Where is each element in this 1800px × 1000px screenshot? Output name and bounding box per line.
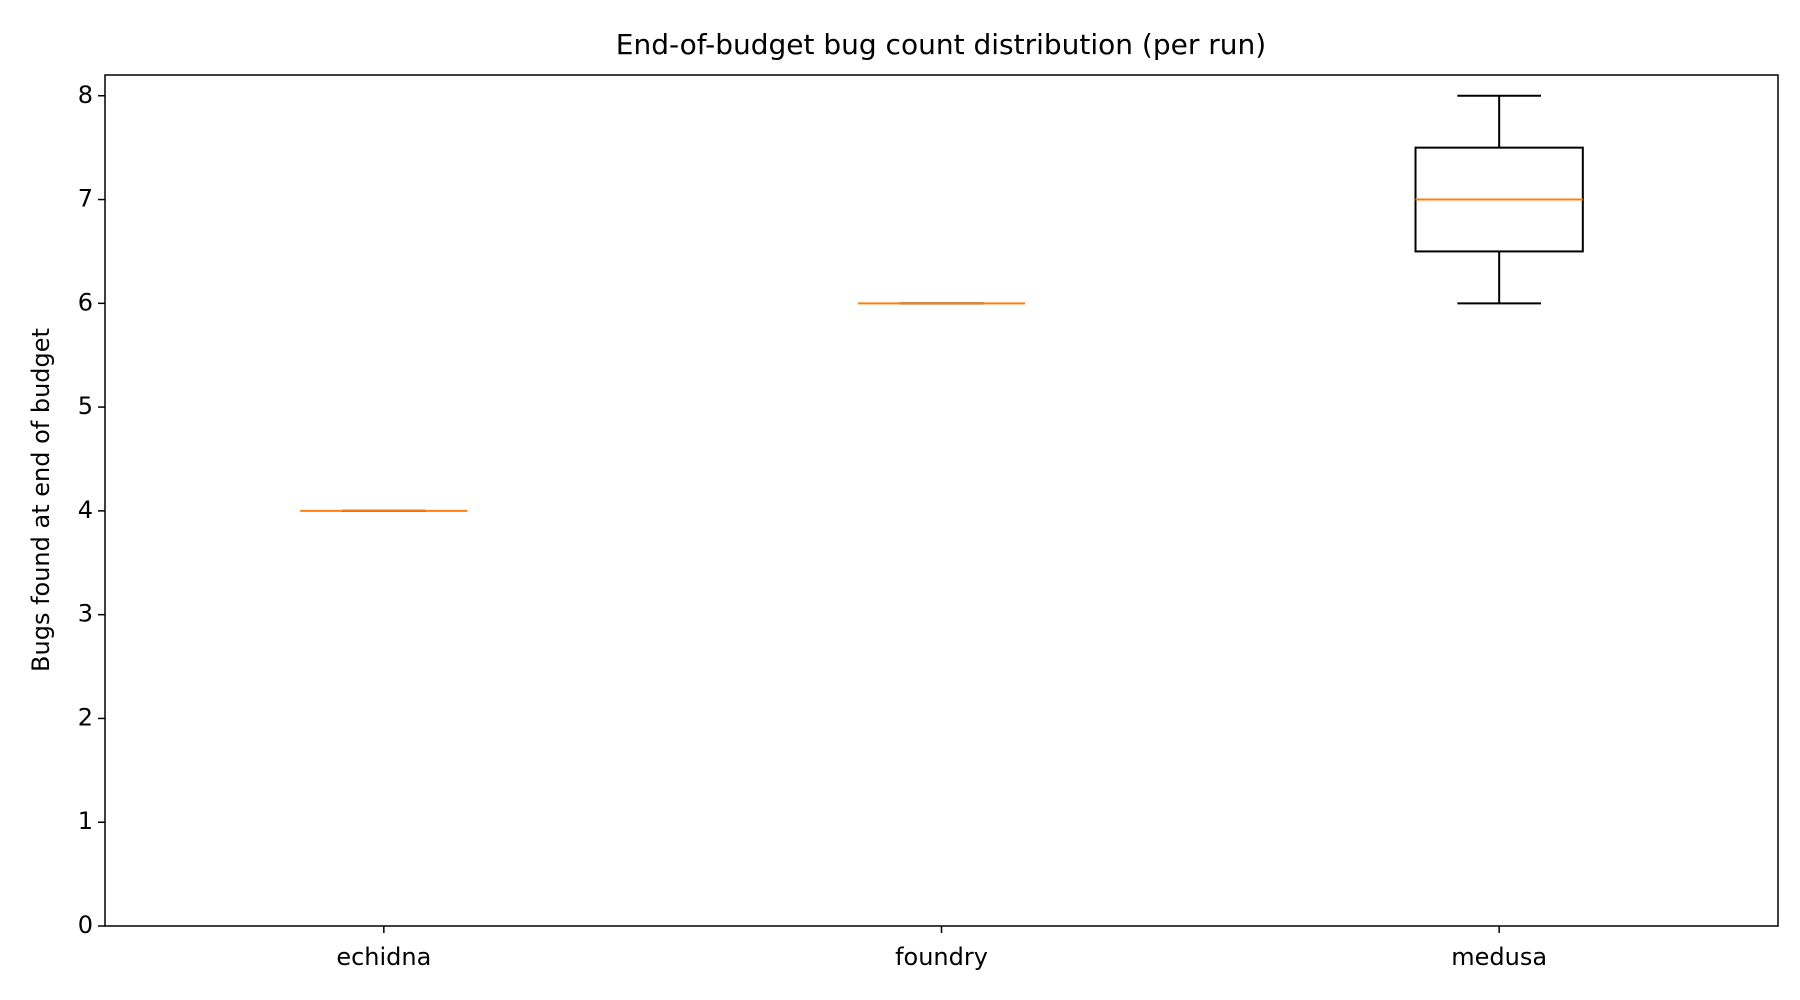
y-tick-label: 4 (78, 496, 93, 524)
y-tick-label: 5 (78, 392, 93, 420)
chart-title: End-of-budget bug count distribution (pe… (616, 28, 1266, 61)
x-tick-label: echidna (336, 943, 431, 971)
y-axis-label: Bugs found at end of budget (27, 328, 55, 672)
y-tick-label: 7 (78, 185, 93, 213)
x-tick-label: foundry (895, 943, 988, 971)
y-tick-label: 6 (78, 288, 93, 316)
y-tick-label: 3 (78, 600, 93, 628)
y-tick-label: 8 (78, 81, 93, 109)
y-tick-label: 1 (78, 807, 93, 835)
y-tick-label: 2 (78, 703, 93, 731)
plot-frame (104, 74, 1779, 927)
y-tick-label: 0 (78, 911, 93, 939)
x-tick-label: medusa (1451, 943, 1547, 971)
